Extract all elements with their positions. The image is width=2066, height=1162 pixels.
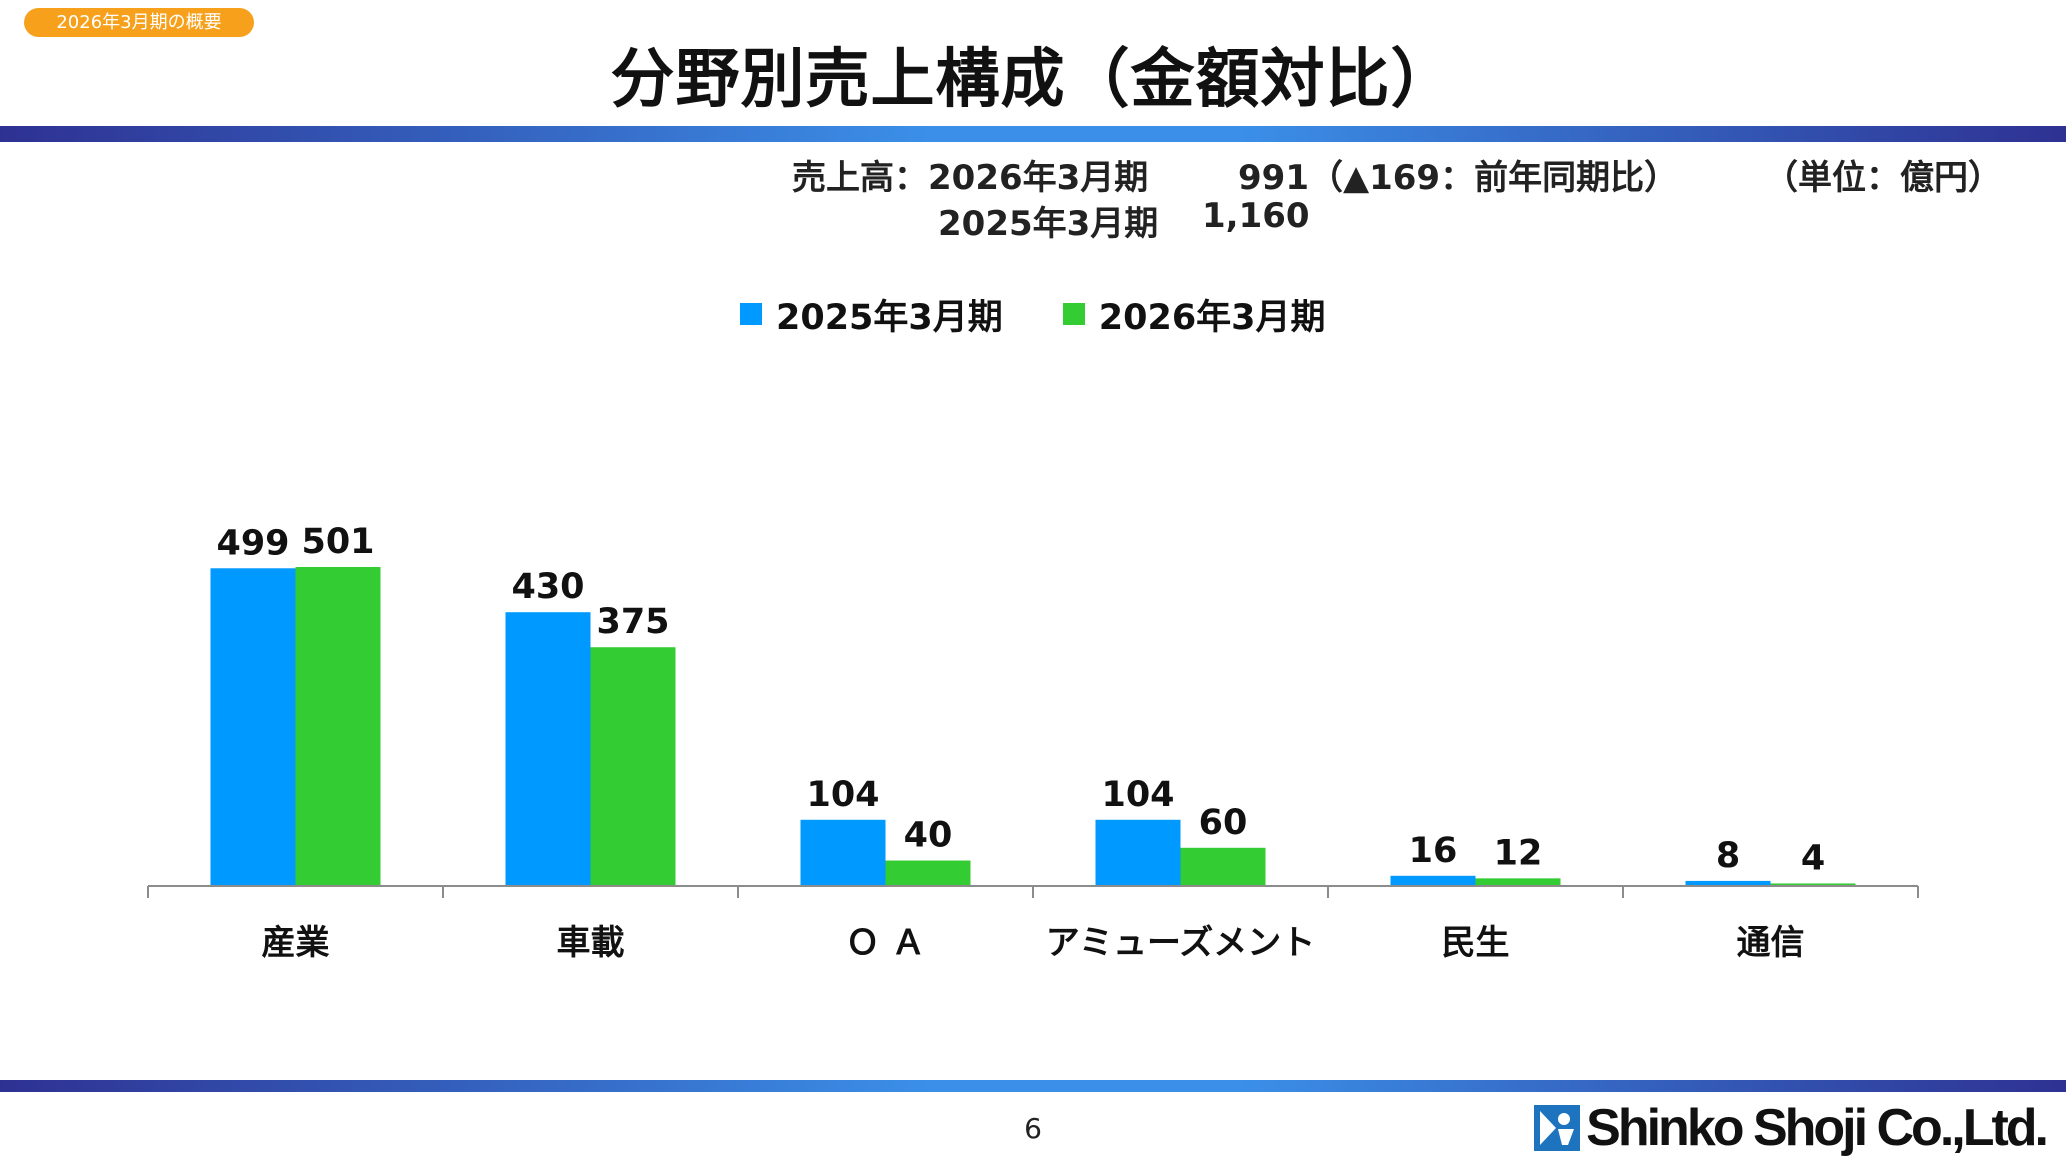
unit-label: （単位：億円） <box>1764 158 2002 198</box>
bar-2026-4 <box>1475 878 1561 886</box>
data-label-2026-3: 60 <box>1199 803 1248 843</box>
data-label-2026-1: 375 <box>596 602 669 642</box>
legend-swatch-2025 <box>740 303 762 325</box>
category-label-2: Ｏ Ａ <box>846 923 926 963</box>
bar-2026-1 <box>590 647 676 886</box>
category-label-0: 産業 <box>262 923 330 963</box>
legend-label-2026: 2026年3月期 <box>1098 297 1326 338</box>
data-label-2025-1: 430 <box>511 567 584 607</box>
bar-2026-5 <box>1770 883 1856 886</box>
sales-current-period: 2026年3月期 <box>928 158 1149 198</box>
bar-2026-3 <box>1180 847 1266 886</box>
data-label-2026-0: 501 <box>301 522 374 562</box>
bar-2025-2 <box>800 819 886 886</box>
bar-2025-3 <box>1095 819 1181 886</box>
bar-2025-5 <box>1685 880 1771 886</box>
data-label-2025-4: 16 <box>1409 831 1458 871</box>
sales-current-line: 売上高：2026年3月期 <box>792 150 1148 199</box>
category-label-1: 車載 <box>557 923 625 963</box>
section-badge: 2026年3月期の概要 <box>24 8 254 37</box>
data-label-2025-0: 499 <box>216 523 289 563</box>
footer-band <box>0 1080 2066 1092</box>
legend-label-2025: 2025年3月期 <box>776 297 1003 338</box>
data-label-2026-2: 40 <box>904 816 953 856</box>
data-label-2025-5: 8 <box>1716 836 1740 876</box>
bar-2026-2 <box>885 860 971 886</box>
company-logo: Shinko Shoji Co.,Ltd. <box>1534 1098 2049 1158</box>
sales-previous-period: 2025年3月期 <box>938 204 1159 244</box>
sales-label: 売上高： <box>792 158 928 198</box>
header-band <box>0 126 2066 142</box>
sales-previous-value: 1,160 <box>1202 196 1310 236</box>
logo-mark-icon <box>1534 1105 1581 1151</box>
page-title: 分野別売上構成（金額対比） <box>610 43 1456 117</box>
bar-2026-0 <box>295 567 381 886</box>
legend-item-2026: 2026年3月期 <box>1062 289 1326 340</box>
chart-legend: 2025年3月期 2026年3月期 <box>740 292 1326 338</box>
page-number: 6 <box>1024 1112 1042 1145</box>
bar-2025-4 <box>1390 875 1476 886</box>
bar-2025-1 <box>505 612 591 886</box>
legend-item-2025: 2025年3月期 <box>740 289 1003 340</box>
category-label-4: 民生 <box>1442 923 1510 963</box>
legend-swatch-2026 <box>1062 303 1085 325</box>
company-name: Shinko Shoji Co.,Ltd. <box>1586 1099 2049 1157</box>
data-label-2026-5: 4 <box>1801 838 1825 878</box>
data-label-2025-2: 104 <box>806 775 879 815</box>
category-label-5: 通信 <box>1737 923 1805 963</box>
sales-current-value: 991（▲169：前年同期比） <box>1238 158 1679 198</box>
data-label-2025-3: 104 <box>1101 775 1174 815</box>
bar-2025-0 <box>210 568 296 886</box>
category-label-3: アミューズメント <box>1046 923 1316 963</box>
data-label-2026-4: 12 <box>1494 833 1543 873</box>
